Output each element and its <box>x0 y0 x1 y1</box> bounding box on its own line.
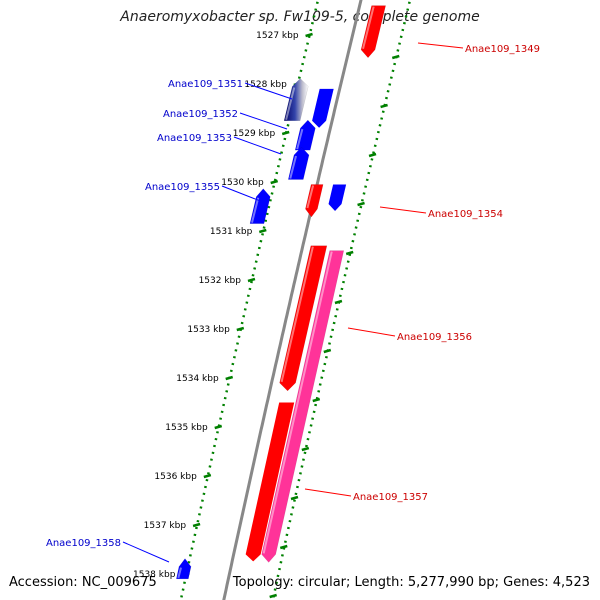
gene-label-anae109_1352[interactable]: Anae109_1352 <box>163 109 238 120</box>
scale-tick-mark <box>312 397 321 403</box>
scale-tick-mark <box>281 130 290 136</box>
gene-label-anae109_1356[interactable]: Anae109_1356 <box>397 332 472 343</box>
gene-arrow-anae109_1349[interactable] <box>360 5 386 59</box>
gene-arrow-anae109_1355[interactable] <box>249 188 271 224</box>
gene-arrow-highlight <box>280 246 314 383</box>
gene-label-anae109_1358[interactable]: Anae109_1358 <box>46 538 121 549</box>
label-leader-line <box>417 42 464 49</box>
scale-tick-label: 1528 kbp <box>244 80 287 90</box>
gene-arrow-highlight <box>177 567 182 579</box>
label-leader-line <box>233 136 282 155</box>
label-leader-line <box>239 112 288 130</box>
gene-label-anae109_1354[interactable]: Anae109_1354 <box>428 209 503 220</box>
scale-tick-mark <box>323 348 332 354</box>
scale-tick-label: 1532 kbp <box>199 276 242 286</box>
gene-label-anae109_1349[interactable]: Anae109_1349 <box>465 44 540 55</box>
scale-tick-label: 1533 kbp <box>187 325 230 335</box>
map-title: Anaeromyxobacter sp. Fw109-5, complete g… <box>120 9 480 25</box>
label-leader-line <box>347 327 396 337</box>
scale-tick-mark <box>258 228 267 234</box>
gene-arrow-highlight <box>251 197 260 223</box>
scale-tick-mark <box>247 277 256 283</box>
gene-arrow-highlight <box>285 87 296 120</box>
gene-arrow-anae109_1358[interactable] <box>176 558 192 580</box>
gene-arrow-anae109_1356[interactable] <box>279 245 328 392</box>
label-leader-line <box>122 541 170 563</box>
scale-tick-mark <box>357 201 365 207</box>
gene-arrow-highlight <box>362 6 375 49</box>
accession-text: Accession: NC_009675 <box>9 575 157 590</box>
scale-tick-mark <box>368 152 377 158</box>
gene-arrow-anae109_1357[interactable] <box>261 250 345 563</box>
scale-tick-label: 1536 kbp <box>154 472 197 482</box>
gene-arrow-anae109_1354[interactable] <box>305 184 324 218</box>
scale-tick-mark <box>279 544 288 550</box>
scale-tick-label: 1535 kbp <box>165 423 208 433</box>
gene-arrow-highlight <box>306 185 315 209</box>
scale-tick-mark <box>305 32 313 38</box>
gene-label-anae109_1351[interactable]: Anae109_1351 <box>168 79 243 90</box>
scale-tick-mark <box>214 424 223 430</box>
gene-arrow-reverse-block[interactable] <box>312 88 334 128</box>
scale-tick-label: 1538 kbp <box>133 570 176 580</box>
gene-label-anae109_1353[interactable]: Anae109_1353 <box>157 133 232 144</box>
label-leader-line <box>244 82 293 100</box>
scale-tick-mark <box>270 179 279 185</box>
scale-tick-mark <box>269 593 278 599</box>
scale-tick-mark <box>203 473 212 479</box>
scale-tick-label: 1527 kbp <box>256 31 299 41</box>
scale-tick-mark <box>192 522 201 528</box>
gene-arrow-reverse-block[interactable] <box>328 184 347 212</box>
label-leader-line <box>304 488 352 497</box>
scale-tick-mark <box>225 375 234 381</box>
scale-tick-mark <box>391 54 400 60</box>
scale-tick-mark <box>290 495 299 501</box>
scale-tick-label: 1537 kbp <box>144 521 187 531</box>
label-leader-line <box>379 206 427 214</box>
gene-arrow-highlight <box>289 155 297 179</box>
scale-tick-label: 1531 kbp <box>210 227 253 237</box>
scale-tick-mark <box>301 446 310 452</box>
gene-arrow-forward-block[interactable] <box>245 402 295 562</box>
gene-label-anae109_1357[interactable]: Anae109_1357 <box>353 492 428 503</box>
genome-summary-text: Topology: circular; Length: 5,277,990 bp… <box>232 575 590 590</box>
scale-tick-label: 1534 kbp <box>176 374 219 384</box>
gene-arrow-anae109_1352[interactable] <box>294 119 316 151</box>
genome-backbone-line <box>222 0 363 600</box>
scale-tick-mark <box>380 103 388 109</box>
gene-arrow-highlight <box>296 128 304 150</box>
gene-label-anae109_1355[interactable]: Anae109_1355 <box>145 182 220 193</box>
scale-tick-mark <box>345 250 354 256</box>
scale-tick-label: 1530 kbp <box>221 178 264 188</box>
gene-arrow-anae109_1351[interactable] <box>283 78 309 121</box>
gene-arrow-anae109_1353[interactable] <box>287 146 310 180</box>
scale-tick-mark <box>236 326 245 332</box>
gene-arrow-highlight <box>262 251 333 554</box>
scale-tick-label: 1529 kbp <box>233 129 276 139</box>
label-leader-line <box>221 185 269 205</box>
scale-tick-mark <box>334 299 343 305</box>
